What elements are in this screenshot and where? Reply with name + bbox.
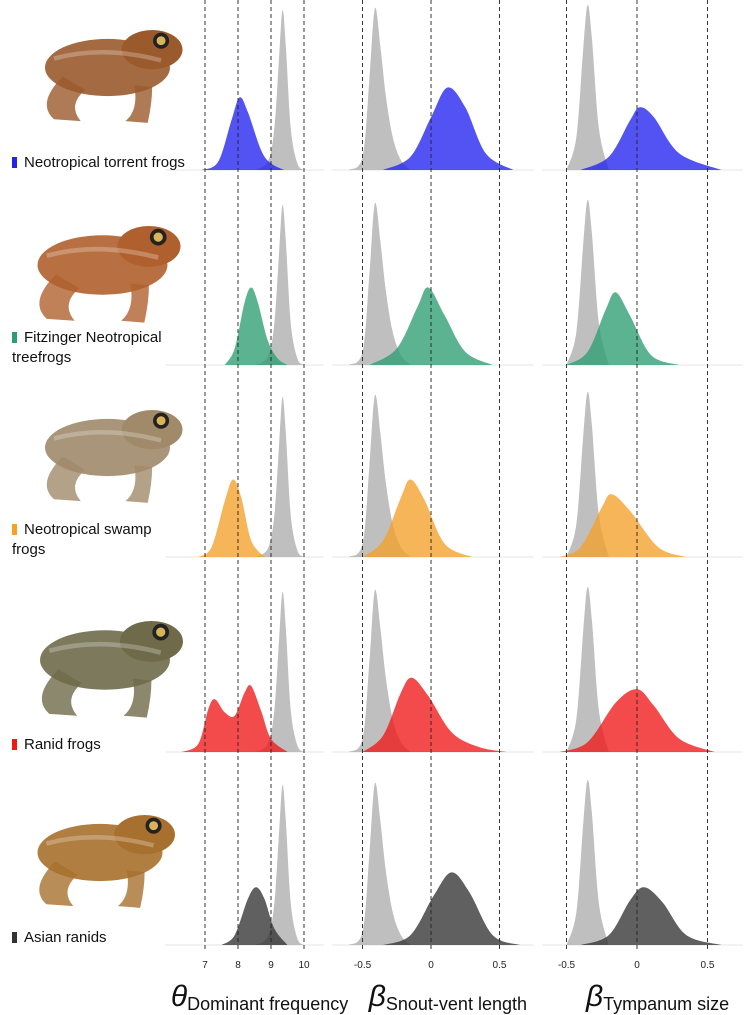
density-area	[566, 292, 680, 365]
density-area	[580, 887, 722, 945]
x-tick-label: 0.5	[701, 960, 715, 971]
density-area	[566, 199, 609, 365]
legend-label: Asian ranids	[24, 929, 107, 946]
legend-entry: Asian ranids	[12, 928, 187, 948]
density-area	[559, 689, 715, 752]
x-tick-label: 8	[235, 960, 241, 971]
density-area	[566, 586, 609, 752]
x-tick-label: 9	[268, 960, 274, 971]
axis-subscript: Snout-vent length	[386, 994, 527, 1014]
density-area	[566, 779, 609, 945]
density-area	[362, 677, 507, 752]
axis-symbol: θ	[171, 980, 188, 1013]
legend-swatch	[12, 932, 17, 943]
density-area	[559, 494, 687, 557]
density-area	[198, 479, 265, 557]
legend-swatch	[12, 524, 17, 535]
density-area	[201, 97, 285, 170]
density-area	[566, 4, 609, 171]
density-area	[383, 872, 521, 945]
x-axis-label: βSnout-vent length	[368, 980, 527, 1014]
frog-photo	[45, 30, 183, 123]
frog-photo	[38, 226, 181, 323]
density-area	[254, 204, 304, 365]
frog-photo	[40, 621, 183, 718]
axis-symbol: β	[585, 980, 603, 1013]
legend-entry: Fitzinger Neotropical treefrogs	[12, 328, 187, 368]
legend-entry: Neotropical swamp frogs	[12, 520, 187, 560]
axis-subscript: Tympanum size	[603, 994, 729, 1014]
density-area	[348, 394, 411, 557]
density-area	[254, 591, 304, 752]
frog-photo	[38, 815, 176, 908]
density-area	[221, 887, 288, 945]
density-area	[348, 589, 411, 752]
legend-entry: Ranid frogs	[12, 735, 187, 755]
legend-label: Ranid frogs	[24, 736, 101, 753]
legend-entry: Neotropical torrent frogs	[12, 153, 187, 173]
x-tick-label: 10	[298, 960, 310, 971]
density-area	[369, 287, 493, 365]
x-tick-label: 0	[428, 960, 434, 971]
legend-swatch	[12, 157, 17, 168]
density-area	[383, 87, 514, 170]
density-area	[362, 479, 473, 557]
x-axis-label: θDominant frequency	[171, 980, 348, 1014]
x-tick-label: 0	[634, 960, 640, 971]
legend-label: Neotropical swamp frogs	[12, 521, 152, 558]
x-tick-label: -0.5	[558, 960, 576, 971]
density-area	[348, 7, 411, 170]
x-tick-label: 0.5	[493, 960, 507, 971]
density-area	[181, 685, 288, 752]
density-area	[254, 784, 304, 945]
density-area	[224, 287, 288, 365]
x-axis-label: βTympanum size	[585, 980, 729, 1014]
density-area	[580, 107, 722, 170]
legend-swatch	[12, 739, 17, 750]
legend-swatch	[12, 332, 17, 343]
density-area	[254, 396, 304, 557]
density-area	[348, 202, 411, 365]
frog-photo	[45, 410, 183, 503]
axis-subscript: Dominant frequency	[187, 994, 348, 1014]
legend-label: Neotropical torrent frogs	[24, 154, 185, 171]
x-tick-label: 7	[202, 960, 208, 971]
x-tick-label: -0.5	[354, 960, 372, 971]
density-area	[348, 782, 411, 945]
axis-symbol: β	[368, 980, 386, 1013]
density-area	[254, 9, 304, 170]
legend-label: Fitzinger Neotropical treefrogs	[12, 329, 162, 366]
